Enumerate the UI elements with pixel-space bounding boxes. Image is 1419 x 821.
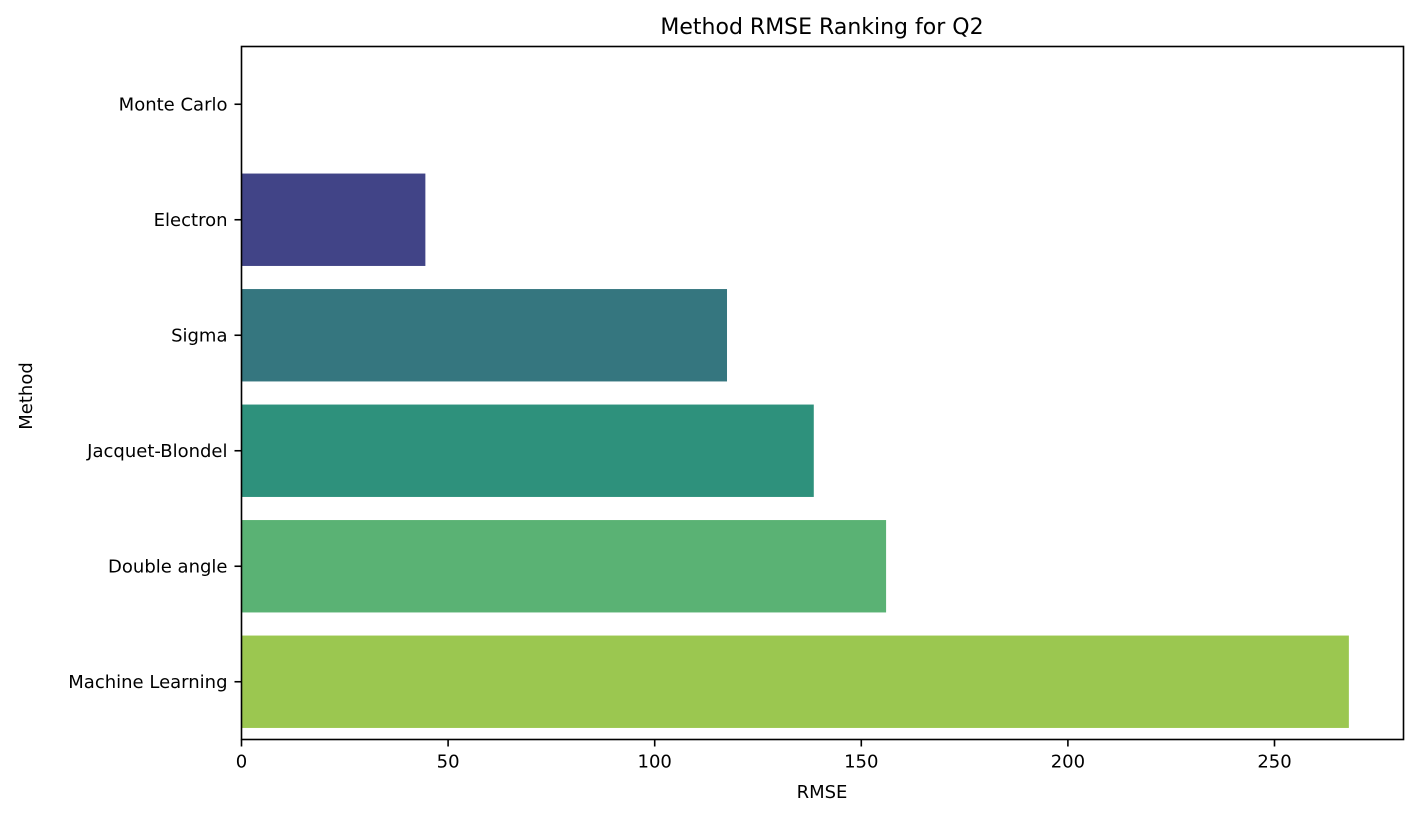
x-tick-label: 150 — [844, 752, 878, 773]
x-axis-label: RMSE — [797, 782, 848, 803]
bar-jacquet-blondel — [241, 404, 814, 497]
y-axis-label: Method — [16, 362, 37, 430]
y-tick-label: Electron — [154, 210, 228, 231]
y-tick-label: Sigma — [171, 325, 227, 346]
x-tick-label: 0 — [236, 752, 247, 773]
y-tick-label: Monte Carlo — [119, 94, 228, 115]
x-tick-label: 250 — [1257, 752, 1291, 773]
x-tick-label: 100 — [638, 752, 672, 773]
y-tick-label: Machine Learning — [68, 672, 227, 693]
x-tick-label: 200 — [1051, 752, 1085, 773]
y-tick-label: Double angle — [108, 556, 227, 577]
plot-frame — [240, 45, 1405, 741]
x-tick-label: 50 — [437, 752, 460, 773]
bar-machine-learning — [241, 635, 1349, 728]
bars-layer — [241, 173, 1349, 728]
x-axis-ticks: 0 50 100 150 200 250 — [236, 739, 1292, 773]
bar-double-angle — [241, 520, 887, 613]
bar-sigma — [241, 289, 728, 382]
chart-title: Method RMSE Ranking for Q2 — [660, 15, 983, 40]
y-axis-ticks: Monte Carlo Electron Sigma Jacquet-Blondel D… — [68, 94, 242, 693]
y-tick-label: Jacquet-Blondel — [86, 441, 227, 462]
bar-electron — [241, 173, 426, 266]
